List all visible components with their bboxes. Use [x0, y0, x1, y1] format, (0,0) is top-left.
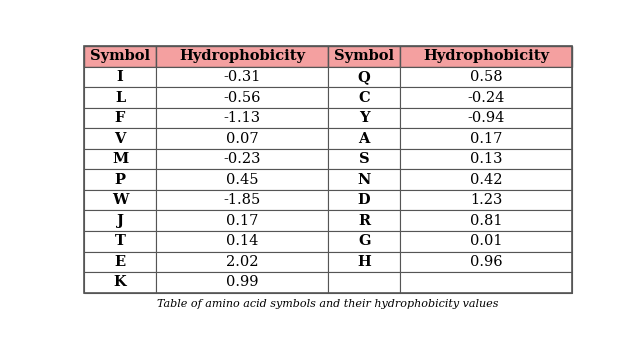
Bar: [84, 190, 156, 210]
Bar: [84, 210, 156, 231]
Text: A: A: [358, 132, 370, 145]
Text: V: V: [115, 132, 125, 145]
Text: -0.24: -0.24: [467, 90, 505, 104]
Bar: [156, 46, 328, 67]
Text: S: S: [359, 152, 369, 166]
Text: J: J: [116, 214, 124, 228]
Bar: [156, 272, 328, 293]
Bar: [156, 87, 328, 108]
Text: Q: Q: [358, 70, 371, 84]
Text: 0.99: 0.99: [226, 275, 259, 289]
Bar: [328, 128, 400, 149]
Bar: [156, 149, 328, 169]
Bar: [328, 252, 400, 272]
Bar: [156, 231, 328, 252]
Text: -1.13: -1.13: [223, 111, 260, 125]
Text: -0.56: -0.56: [223, 90, 261, 104]
Text: M: M: [112, 152, 128, 166]
Text: 0.42: 0.42: [470, 173, 502, 187]
Text: D: D: [358, 193, 371, 207]
Text: -0.94: -0.94: [467, 111, 505, 125]
Bar: [400, 169, 572, 190]
Text: I: I: [116, 70, 124, 84]
Text: 0.01: 0.01: [470, 234, 502, 248]
Text: Y: Y: [359, 111, 369, 125]
Bar: [400, 128, 572, 149]
Text: Symbol: Symbol: [334, 49, 394, 64]
Bar: [156, 252, 328, 272]
Text: -0.23: -0.23: [223, 152, 261, 166]
Bar: [400, 272, 572, 293]
Bar: [156, 190, 328, 210]
Text: H: H: [357, 255, 371, 269]
Text: 0.07: 0.07: [226, 132, 259, 145]
Bar: [156, 128, 328, 149]
Text: Hydrophobicity: Hydrophobicity: [423, 49, 549, 64]
Text: 1.23: 1.23: [470, 193, 502, 207]
Text: E: E: [115, 255, 125, 269]
Bar: [156, 108, 328, 128]
Bar: [400, 190, 572, 210]
Text: L: L: [115, 90, 125, 104]
Text: 0.17: 0.17: [470, 132, 502, 145]
Bar: [400, 210, 572, 231]
Text: Table of amino acid symbols and their hydrophobicity values: Table of amino acid symbols and their hy…: [157, 299, 499, 310]
Text: -1.85: -1.85: [223, 193, 260, 207]
Text: 0.81: 0.81: [470, 214, 502, 228]
Text: K: K: [114, 275, 126, 289]
Bar: [84, 108, 156, 128]
Bar: [328, 190, 400, 210]
Bar: [156, 210, 328, 231]
Text: -0.31: -0.31: [223, 70, 260, 84]
Bar: [84, 231, 156, 252]
Bar: [328, 87, 400, 108]
Bar: [328, 46, 400, 67]
Text: C: C: [358, 90, 370, 104]
Text: W: W: [112, 193, 128, 207]
Text: F: F: [115, 111, 125, 125]
Bar: [328, 149, 400, 169]
Text: 0.96: 0.96: [470, 255, 502, 269]
Text: Symbol: Symbol: [90, 49, 150, 64]
Bar: [84, 87, 156, 108]
Bar: [328, 231, 400, 252]
Bar: [328, 272, 400, 293]
Bar: [328, 169, 400, 190]
Text: 0.17: 0.17: [226, 214, 259, 228]
Text: 0.58: 0.58: [470, 70, 502, 84]
Text: 2.02: 2.02: [226, 255, 259, 269]
Bar: [84, 149, 156, 169]
Text: G: G: [358, 234, 371, 248]
Text: N: N: [358, 173, 371, 187]
Bar: [84, 67, 156, 87]
Text: R: R: [358, 214, 370, 228]
Bar: [84, 169, 156, 190]
Bar: [400, 46, 572, 67]
Bar: [84, 252, 156, 272]
Bar: [400, 252, 572, 272]
Text: T: T: [115, 234, 125, 248]
Bar: [84, 272, 156, 293]
Bar: [84, 46, 156, 67]
Bar: [328, 108, 400, 128]
Bar: [400, 231, 572, 252]
Bar: [328, 210, 400, 231]
Bar: [400, 87, 572, 108]
Text: 0.13: 0.13: [470, 152, 502, 166]
Text: P: P: [115, 173, 125, 187]
Text: Hydrophobicity: Hydrophobicity: [179, 49, 305, 64]
Bar: [400, 108, 572, 128]
Bar: [156, 67, 328, 87]
Bar: [400, 149, 572, 169]
Bar: [328, 67, 400, 87]
Bar: [400, 67, 572, 87]
Text: 0.14: 0.14: [226, 234, 259, 248]
Text: 0.45: 0.45: [226, 173, 259, 187]
Bar: [156, 169, 328, 190]
Bar: [84, 128, 156, 149]
